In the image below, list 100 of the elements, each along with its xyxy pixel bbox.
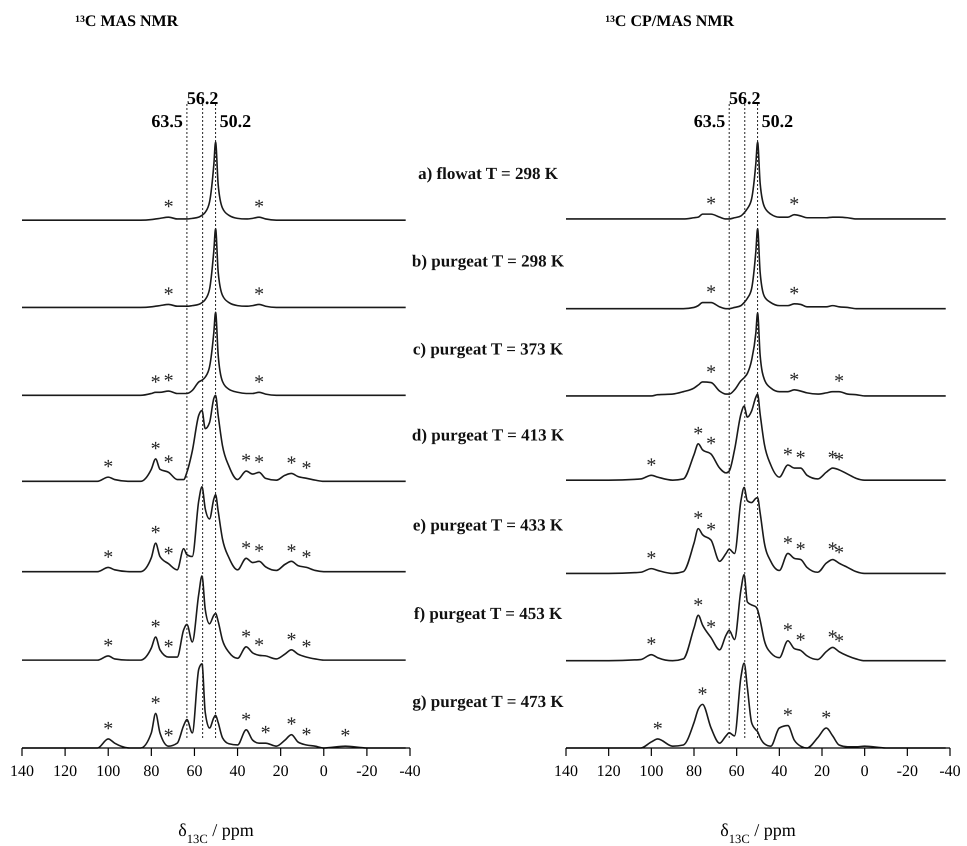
annotation: * bbox=[164, 636, 174, 658]
annotation: * bbox=[103, 546, 114, 568]
annotation: * bbox=[164, 542, 174, 565]
x-tick-label: 140 bbox=[10, 763, 34, 780]
annotation: * bbox=[782, 704, 793, 727]
annotation: * bbox=[241, 450, 252, 472]
annotation: * bbox=[150, 522, 161, 544]
x-tick-label: 80 bbox=[686, 763, 702, 780]
annotation: * bbox=[286, 628, 296, 651]
annotation: * bbox=[254, 283, 264, 306]
x-tick-label: 120 bbox=[53, 763, 78, 780]
annotation: * bbox=[646, 454, 656, 476]
annotation: * bbox=[789, 282, 800, 305]
annotation: * bbox=[254, 451, 264, 474]
annotation: * bbox=[286, 452, 296, 474]
x-tick-label: 20 bbox=[272, 763, 289, 780]
x-tick-label: 80 bbox=[143, 763, 160, 780]
ref-line-label: 50.2 bbox=[220, 111, 252, 131]
x-tick-label: 60 bbox=[186, 763, 202, 780]
annotation: * bbox=[340, 725, 350, 748]
annotation: * bbox=[706, 362, 716, 384]
x-tick-label: -20 bbox=[896, 763, 918, 780]
ref-line-label: 50.2 bbox=[762, 111, 794, 131]
annotation: * bbox=[706, 433, 716, 456]
annotation: * bbox=[693, 508, 704, 530]
annotation: * bbox=[150, 616, 161, 638]
annotation: * bbox=[693, 422, 704, 445]
annotation: * bbox=[796, 629, 806, 652]
annotation: * bbox=[821, 707, 832, 729]
annotation: * bbox=[782, 532, 793, 554]
chart-title: ¹³C CP/MAS NMR bbox=[605, 13, 734, 30]
x-tick-label: 0 bbox=[320, 763, 328, 780]
x-tick-label: 140 bbox=[554, 763, 578, 780]
annotation: * bbox=[254, 540, 264, 562]
annotation: * bbox=[254, 634, 264, 656]
x-tick-label: 100 bbox=[96, 763, 120, 780]
annotation: * bbox=[103, 718, 114, 740]
text: e) purgeat T = 433 K bbox=[412, 516, 564, 535]
annotation: * bbox=[646, 548, 656, 570]
ref-line-label: 63.5 bbox=[151, 111, 183, 131]
annotation: * bbox=[796, 447, 806, 470]
x-tick-label: 120 bbox=[596, 763, 621, 780]
annotation: * bbox=[652, 718, 663, 740]
annotation: * bbox=[693, 594, 704, 616]
text: b) purgeat T = 298 K bbox=[412, 251, 565, 270]
x-tick-label: -40 bbox=[939, 763, 961, 780]
annotation: * bbox=[164, 725, 174, 748]
annotation: * bbox=[706, 519, 716, 542]
annotation: * bbox=[782, 620, 793, 642]
x-axis-title: δ$_{13C}$ / ppm bbox=[720, 820, 796, 846]
annotation: * bbox=[164, 370, 174, 392]
annotation: * bbox=[164, 283, 174, 306]
annotation: * bbox=[302, 546, 312, 568]
annotation: * bbox=[103, 456, 114, 478]
annotation: * bbox=[260, 722, 271, 744]
annotation: * bbox=[789, 368, 800, 391]
annotation: * bbox=[254, 196, 264, 218]
annotation: * bbox=[164, 451, 174, 474]
annotation: * bbox=[706, 193, 716, 216]
annotation: * bbox=[150, 438, 161, 460]
annotation: * bbox=[302, 457, 312, 480]
text: g) purgeat T = 473 K bbox=[412, 692, 564, 711]
annotation: * bbox=[286, 540, 296, 562]
x-tick-label: -40 bbox=[399, 763, 421, 780]
annotation: * bbox=[706, 616, 716, 639]
x-tick-label: 60 bbox=[728, 763, 745, 780]
annotation: * bbox=[782, 444, 793, 466]
chart-title: ¹³C MAS NMR bbox=[75, 13, 179, 30]
annotation: * bbox=[254, 371, 264, 394]
annotation: * bbox=[241, 537, 252, 560]
annotation: * bbox=[834, 370, 844, 393]
text: d) purgeat T = 413 K bbox=[412, 425, 565, 444]
x-tick-label: 40 bbox=[771, 763, 788, 780]
annotation: * bbox=[150, 371, 161, 394]
text: f) purgeat T = 453 K bbox=[414, 604, 563, 624]
ref-line-label: 63.5 bbox=[694, 111, 726, 131]
ref-line-label: 56.2 bbox=[729, 88, 761, 108]
text: c) purgeat T = 373 K bbox=[412, 339, 564, 358]
annotation: * bbox=[302, 636, 312, 658]
annotation: * bbox=[302, 724, 312, 746]
ref-line-label: 56.2 bbox=[186, 88, 218, 108]
annotation: * bbox=[150, 692, 161, 714]
x-tick-label: 100 bbox=[639, 763, 664, 780]
annotation: * bbox=[789, 194, 800, 216]
annotation: * bbox=[286, 714, 296, 736]
annotation: * bbox=[796, 538, 806, 561]
x-tick-label: 40 bbox=[230, 763, 246, 780]
x-tick-label: 20 bbox=[814, 763, 830, 780]
x-tick-label: 0 bbox=[860, 763, 869, 780]
x-tick-label: -20 bbox=[356, 763, 378, 780]
annotation: * bbox=[103, 634, 114, 657]
annotation: * bbox=[834, 448, 844, 471]
annotation: * bbox=[164, 196, 174, 218]
annotation: * bbox=[646, 634, 656, 656]
annotation: * bbox=[241, 626, 252, 648]
annotation: * bbox=[706, 282, 716, 304]
annotation: * bbox=[241, 708, 252, 731]
x-axis-title: δ$_{13C}$ / ppm bbox=[178, 820, 254, 846]
annotation: * bbox=[698, 683, 708, 706]
text: a) flowat T = 298 K bbox=[418, 164, 559, 184]
